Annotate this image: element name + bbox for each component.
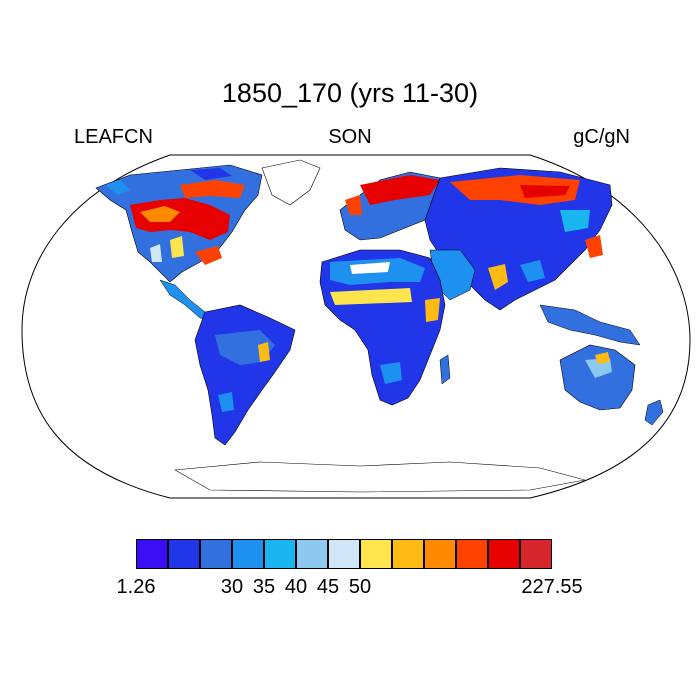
colorbar-box bbox=[456, 539, 488, 569]
colorbar-box bbox=[232, 539, 264, 569]
greenland-land bbox=[261, 159, 321, 206]
north-america-land bbox=[95, 164, 263, 283]
map-title: 1850_170 (yrs 11-30) bbox=[221, 78, 479, 108]
colorbar-box bbox=[328, 539, 360, 569]
colorbar-box bbox=[520, 539, 552, 569]
colorbar-tick-label: 50 bbox=[348, 576, 372, 598]
colorbar-box bbox=[488, 539, 520, 569]
colorbar-box bbox=[168, 539, 200, 569]
season-label: SON bbox=[328, 126, 372, 148]
variable-label: LEAFCN bbox=[74, 126, 153, 148]
units-label: gC/gN bbox=[573, 126, 630, 148]
europe-land bbox=[339, 171, 441, 241]
colorbar-box bbox=[264, 539, 296, 569]
colorbar-box bbox=[136, 539, 168, 569]
colorbar-box bbox=[296, 539, 328, 569]
colorbar-box bbox=[200, 539, 232, 569]
antarctica-land bbox=[174, 461, 586, 493]
africa-land bbox=[319, 249, 446, 406]
colorbar-box bbox=[392, 539, 424, 569]
colorbar-tick-label: 227.55 bbox=[521, 576, 583, 598]
new-zealand-land bbox=[644, 399, 664, 426]
southeast-asia-islands bbox=[539, 304, 641, 346]
colorbar-box bbox=[424, 539, 456, 569]
madagascar-land bbox=[439, 354, 451, 385]
south-america-land bbox=[194, 304, 296, 446]
colorbar-tick-label: 35 bbox=[252, 576, 276, 598]
colorbar-tick-label: 45 bbox=[316, 576, 340, 598]
colorbar-tick-label: 1.26 bbox=[116, 576, 156, 598]
colorbar-tick-label: 30 bbox=[220, 576, 244, 598]
colorbar-tick-label: 40 bbox=[284, 576, 308, 598]
australia-land bbox=[559, 344, 636, 411]
colorbar-box bbox=[360, 539, 392, 569]
